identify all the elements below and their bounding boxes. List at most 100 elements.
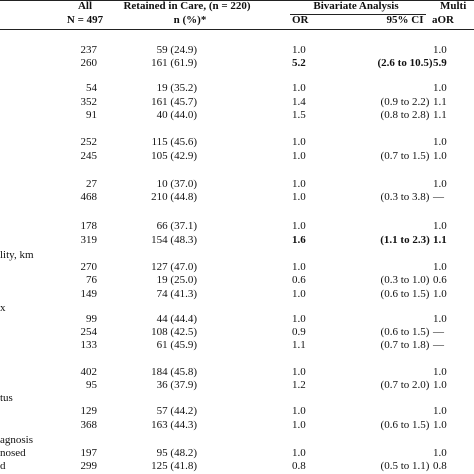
- cell-aor: 0.8: [433, 460, 447, 472]
- cell-or: 1.0: [292, 405, 306, 417]
- cell-retained: 210 (44.8): [151, 191, 197, 203]
- cell-or: 1.0: [292, 261, 306, 273]
- cell-aor: 1.0: [433, 366, 447, 378]
- cell-all: 76: [86, 274, 97, 286]
- cell-all: 54: [86, 82, 97, 94]
- header-all-n: N = 497: [66, 14, 104, 26]
- cell-or: 1.0: [292, 220, 306, 232]
- span-rule: [290, 14, 426, 15]
- cell-retained: 74 (41.3): [156, 288, 197, 300]
- cell-ci: (2.6 to 10.5): [377, 57, 433, 69]
- cell-aor: 1.1: [433, 234, 447, 246]
- cell-all: 133: [80, 339, 98, 351]
- cell-retained: 36 (37.9): [156, 379, 197, 391]
- cell-all: 197: [80, 447, 98, 459]
- cell-or: 1.1: [292, 339, 306, 351]
- cell-retained: 59 (24.9): [156, 44, 197, 56]
- cell-aor: 5.9: [433, 57, 447, 69]
- cell-retained: 66 (37.1): [156, 220, 197, 232]
- cell-or: 5.2: [292, 57, 306, 69]
- cell-or: 1.2: [292, 379, 306, 391]
- cell-all: 91: [86, 109, 97, 121]
- row-label: nosed: [0, 447, 26, 459]
- cell-or: 1.0: [292, 447, 306, 459]
- cell-aor: 0.6: [433, 274, 447, 286]
- cell-all: 352: [80, 96, 98, 108]
- cell-ci: (0.3 to 1.0): [380, 274, 430, 286]
- cell-retained: 61 (45.9): [156, 339, 197, 351]
- cell-aor: 1.0: [433, 150, 447, 162]
- cell-retained: 161 (61.9): [151, 57, 197, 69]
- cell-all: 178: [80, 220, 98, 232]
- cell-ci: (0.3 to 3.8): [380, 191, 430, 203]
- cell-or: 0.8: [292, 460, 306, 472]
- cell-or: 1.0: [292, 44, 306, 56]
- cell-or: 1.0: [292, 288, 306, 300]
- cell-aor: —: [433, 191, 444, 203]
- header-all: All: [77, 0, 93, 12]
- cell-aor: 1.0: [433, 379, 447, 391]
- header-retained-sub: n (%)*: [173, 14, 207, 26]
- cell-retained: 161 (45.7): [151, 96, 197, 108]
- cell-retained: 105 (42.9): [151, 150, 197, 162]
- cell-retained: 19 (25.0): [156, 274, 197, 286]
- cell-aor: 1.0: [433, 313, 447, 325]
- cell-or: 1.6: [292, 234, 306, 246]
- row-label: x: [0, 302, 6, 314]
- header-rule: [0, 29, 474, 30]
- top-rule: [0, 0, 474, 1]
- cell-all: 95: [86, 379, 97, 391]
- cell-ci: (0.7 to 1.5): [380, 150, 430, 162]
- cell-aor: 1.0: [433, 288, 447, 300]
- cell-or: 1.0: [292, 419, 306, 431]
- cell-all: 129: [80, 405, 98, 417]
- cell-or: 0.9: [292, 326, 306, 338]
- cell-all: 260: [80, 57, 98, 69]
- cell-or: 1.4: [292, 96, 306, 108]
- cell-ci: (1.1 to 2.3): [380, 234, 430, 246]
- row-label: agnosis: [0, 434, 33, 446]
- cell-or: 1.0: [292, 366, 306, 378]
- cell-all: 299: [80, 460, 98, 472]
- cell-retained: 125 (41.8): [151, 460, 197, 472]
- cell-retained: 10 (37.0): [156, 178, 197, 190]
- cell-ci: (0.6 to 1.5): [380, 288, 430, 300]
- cell-retained: 108 (42.5): [151, 326, 197, 338]
- cell-aor: 1.0: [433, 447, 447, 459]
- cell-retained: 115 (45.6): [151, 136, 197, 148]
- cell-aor: 1.0: [433, 220, 447, 232]
- cell-all: 468: [80, 191, 98, 203]
- header-multi: Multi: [440, 0, 467, 12]
- cell-all: 245: [80, 150, 98, 162]
- cell-aor: —: [433, 339, 444, 351]
- cell-ci: (0.6 to 1.5): [380, 326, 430, 338]
- cell-or: 1.0: [292, 178, 306, 190]
- cell-all: 270: [80, 261, 98, 273]
- cell-or: 0.6: [292, 274, 306, 286]
- cell-ci: (0.9 to 2.2): [380, 96, 430, 108]
- cell-all: 237: [80, 44, 98, 56]
- cell-all: 99: [86, 313, 97, 325]
- cell-retained: 154 (48.3): [151, 234, 197, 246]
- cell-ci: (0.8 to 2.8): [380, 109, 430, 121]
- header-bivariate: Bivariate Analysis: [313, 0, 399, 12]
- cell-aor: 1.0: [433, 261, 447, 273]
- cell-or: 1.0: [292, 150, 306, 162]
- cell-aor: 1.0: [433, 419, 447, 431]
- cell-aor: 1.0: [433, 136, 447, 148]
- cell-retained: 163 (44.3): [151, 419, 197, 431]
- cell-all: 402: [80, 366, 98, 378]
- cell-or: 1.0: [292, 191, 306, 203]
- cell-all: 27: [86, 178, 97, 190]
- cell-ci: (0.7 to 1.8): [380, 339, 430, 351]
- header-or: OR: [292, 14, 309, 26]
- cell-retained: 95 (48.2): [156, 447, 197, 459]
- cell-retained: 184 (45.8): [151, 366, 197, 378]
- cell-all: 319: [80, 234, 98, 246]
- cell-aor: 1.0: [433, 405, 447, 417]
- cell-or: 1.0: [292, 313, 306, 325]
- cell-ci: (0.5 to 1.1): [380, 460, 430, 472]
- cell-aor: 1.1: [433, 109, 447, 121]
- cell-aor: 1.1: [433, 96, 447, 108]
